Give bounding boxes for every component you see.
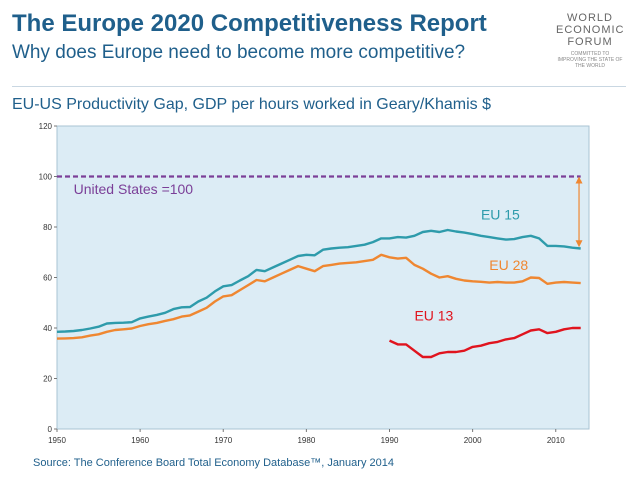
x-tick-label: 2000 [464, 436, 482, 445]
x-tick-label: 1950 [48, 436, 66, 445]
source-note: Source: The Conference Board Total Econo… [33, 457, 394, 469]
series-line-eu13 [389, 326, 581, 359]
y-tick-label: 100 [39, 173, 53, 182]
series-line-eu15 [56, 228, 581, 333]
gap-arrow-head-top [575, 176, 583, 184]
y-tick-label: 80 [43, 223, 52, 232]
logo-line-1: WORLD [567, 12, 613, 24]
productivity-chart: 0 20 40 60 80 100 120 1950 1960 1970 1980 1990 2000 2… [39, 122, 590, 445]
gap-arrow-head-bottom [575, 240, 583, 248]
x-tick-label: 1960 [131, 436, 149, 445]
y-tick-label: 120 [39, 122, 53, 131]
chart-container: 0 20 40 60 80 100 120 1950 1960 1970 1980 1990 2000 2… [33, 118, 603, 453]
page-title: The Europe 2020 Competitiveness Report [12, 10, 487, 37]
series-label-us: United States =100 [74, 181, 194, 197]
x-tick-label: 1970 [214, 436, 232, 445]
y-tick-label: 60 [43, 274, 52, 283]
wef-logo: WORLD ECONOMIC FORUM COMMITTED TO IMPROV… [556, 12, 624, 69]
series-line-eu28 [56, 253, 581, 340]
y-tick-label: 20 [43, 375, 52, 384]
y-tick-label: 40 [43, 324, 52, 333]
logo-line-3: FORUM [567, 36, 613, 48]
x-tick-label: 2010 [547, 436, 565, 445]
series-label-eu28: EU 28 [489, 257, 528, 273]
x-tick-label: 1990 [381, 436, 399, 445]
series-label-eu13: EU 13 [414, 307, 453, 323]
logo-tagline: COMMITTED TO IMPROVING THE STATE OF THE … [557, 51, 623, 69]
series-label-eu15: EU 15 [481, 206, 520, 222]
chart-title: EU-US Productivity Gap, GDP per hours wo… [12, 96, 491, 113]
page-subtitle: Why does Europe need to become more comp… [12, 42, 466, 63]
plot-area [56, 125, 590, 430]
header-divider [12, 86, 626, 87]
x-tick-label: 1980 [297, 436, 315, 445]
y-tick-label: 0 [48, 425, 53, 434]
logo-line-2: ECONOMIC [556, 24, 625, 36]
